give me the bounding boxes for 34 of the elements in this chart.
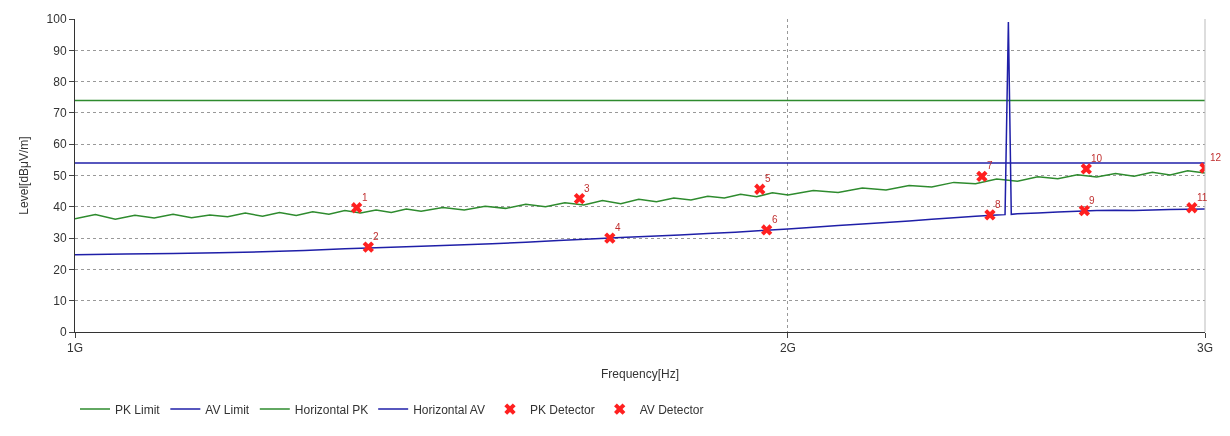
annotation: 12 xyxy=(1210,152,1222,163)
x-tick-label: 3G xyxy=(1196,341,1214,356)
y-tick-label: 100 xyxy=(46,12,67,27)
x-tick-label: 1G xyxy=(66,341,84,356)
y-tick-label: 50 xyxy=(53,168,67,183)
y-tick-label: 30 xyxy=(53,231,67,246)
legend-label: Horizontal PK xyxy=(294,402,369,417)
legend-label: PK Limit xyxy=(115,402,161,417)
y-axis-title: Level[dBμV/m] xyxy=(16,136,31,215)
legend-label: AV Limit xyxy=(205,402,250,417)
annotation: 3 xyxy=(584,183,590,194)
annotation: 2 xyxy=(373,231,379,242)
annotation: 10 xyxy=(1091,153,1103,164)
y-tick-label: 80 xyxy=(53,74,67,89)
legend-label: AV Detector xyxy=(639,402,704,417)
x-tick-label: 2G xyxy=(779,341,796,356)
legend-label: Horizontal AV xyxy=(413,402,485,417)
annotation: 9 xyxy=(1089,195,1095,206)
y-tick-label: 0 xyxy=(59,325,67,340)
annotation: 1 xyxy=(362,192,368,203)
annotation: 8 xyxy=(995,199,1001,210)
annotation: 5 xyxy=(765,173,771,184)
y-tick-label: 60 xyxy=(53,137,67,152)
y-tick-label: 90 xyxy=(53,43,67,58)
y-tick-label: 10 xyxy=(53,293,67,308)
annotation: 7 xyxy=(987,160,993,171)
x-axis-title: Frequency[Hz] xyxy=(600,367,680,382)
y-tick-label: 40 xyxy=(53,200,67,214)
annotation: 11 xyxy=(1197,192,1208,203)
legend-label: PK Detector xyxy=(529,402,595,417)
annotation: 6 xyxy=(772,214,778,225)
y-tick-label: 70 xyxy=(53,106,67,121)
y-tick-label: 20 xyxy=(53,262,67,277)
annotation: 4 xyxy=(615,222,621,233)
